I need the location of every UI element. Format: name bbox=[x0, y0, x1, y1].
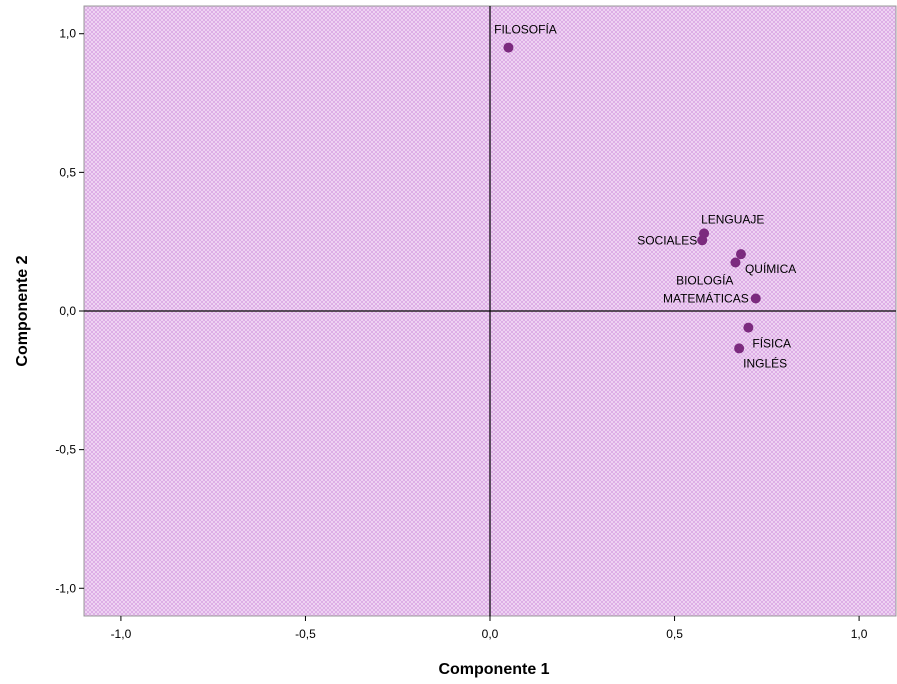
x-tick-label: 0,0 bbox=[482, 627, 499, 641]
y-tick-label: 0,0 bbox=[59, 304, 76, 318]
data-point-label: FILOSOFÍA bbox=[494, 22, 557, 37]
x-axis-title: Componente 1 bbox=[438, 661, 549, 678]
data-point bbox=[750, 293, 761, 304]
reference-lines bbox=[84, 6, 896, 616]
data-point bbox=[734, 343, 745, 354]
data-point-label: LENGUAJE bbox=[701, 212, 764, 226]
y-tick-label: 1,0 bbox=[59, 27, 76, 41]
x-tick-label: 0,5 bbox=[666, 627, 683, 641]
data-point bbox=[697, 235, 708, 246]
x-tick-label: 1,0 bbox=[851, 627, 868, 641]
data-point-label: BIOLOGÍA bbox=[676, 272, 733, 287]
y-axis-title: Componente 2 bbox=[14, 255, 31, 366]
data-point-label: QUÍMICA bbox=[745, 261, 796, 276]
data-point-label: MATEMÁTICAS bbox=[663, 291, 749, 306]
data-point-label: SOCIALES bbox=[637, 233, 697, 247]
x-tick-label: -0,5 bbox=[295, 627, 316, 641]
y-axis: -1,0 -0,5 0,0 0,5 1,0 bbox=[55, 27, 84, 595]
x-tick-label: -1,0 bbox=[111, 627, 132, 641]
data-point-label: FÍSICA bbox=[752, 336, 791, 351]
data-point bbox=[743, 322, 754, 333]
data-points bbox=[503, 42, 761, 354]
y-tick-label: -0,5 bbox=[55, 443, 76, 457]
y-tick-label: -1,0 bbox=[55, 581, 76, 595]
data-point bbox=[503, 42, 514, 53]
data-point bbox=[735, 249, 746, 260]
data-point-labels: FILOSOFÍA LENGUAJE SOCIALES QUÍMICA BIOLOGÍA… bbox=[494, 22, 796, 371]
x-axis: -1,0 -0,5 0,0 0,5 1,0 bbox=[111, 616, 868, 641]
data-point bbox=[730, 257, 741, 268]
y-tick-label: 0,5 bbox=[59, 165, 76, 179]
data-point-label: INGLÉS bbox=[743, 355, 787, 370]
